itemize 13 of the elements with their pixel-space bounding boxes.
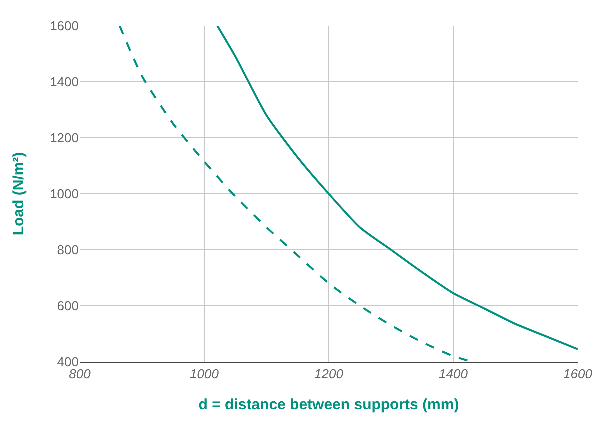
y-tick-label: 1600 <box>50 18 79 34</box>
x-tick-label: 1400 <box>439 366 469 382</box>
line-series <box>216 26 578 350</box>
y-axis-title: Load (N/m²) <box>10 152 28 236</box>
y-tick-label: 1200 <box>50 130 79 146</box>
y-tick-label: 800 <box>57 242 79 258</box>
y-tick-label: 1400 <box>50 74 79 90</box>
x-tick-label: 1600 <box>564 366 594 382</box>
x-axis-title: d = distance between supports (mm) <box>198 396 460 414</box>
y-tick-label: 600 <box>57 298 79 314</box>
x-tick-label: 1000 <box>190 366 220 382</box>
y-tick-label: 1000 <box>50 186 79 202</box>
x-tick-label: 1200 <box>314 366 344 382</box>
